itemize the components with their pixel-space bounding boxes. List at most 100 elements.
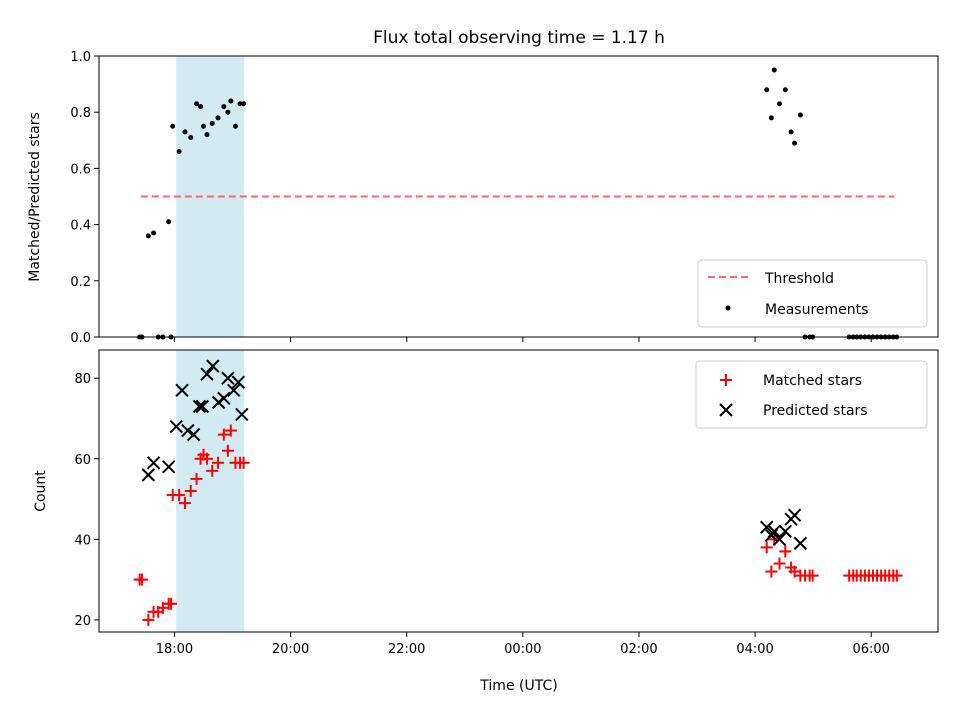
matched-stars-point: [237, 456, 250, 469]
predicted-stars-point: [217, 391, 231, 406]
measurements-point: [215, 115, 221, 121]
measurements-point: [209, 120, 215, 126]
y-tick-label: 1.0: [70, 50, 91, 65]
matched-stars-point: [760, 541, 773, 554]
x-tick-label: 18:00: [156, 642, 193, 657]
panel-bottom-counts: 20 40 60 80 18:00 20:00 22:00 00:00 02:00 04:00 0…: [33, 349, 939, 694]
measurements-point: [225, 109, 231, 115]
y-tick-label: 0.8: [70, 106, 91, 121]
measurements-point: [145, 233, 151, 239]
measurements-point: [201, 123, 207, 129]
x-tick-label: 04:00: [736, 642, 773, 657]
measurements-point: [194, 101, 200, 107]
measurements-point: [176, 149, 182, 155]
predicted-stars-point: [200, 367, 214, 381]
matched-stars-point: [184, 485, 197, 497]
measurements-point: [797, 112, 803, 118]
matched-stars-point: [224, 424, 237, 437]
predicted-stars-point: [235, 407, 249, 422]
predicted-stars-point: [231, 375, 246, 389]
top-axes-frame: [98, 55, 939, 338]
predicted-stars-point: [192, 399, 207, 414]
matched-stars-point: [890, 569, 903, 582]
matched-stars-point: [178, 497, 191, 510]
legend-measurements-swatch: [725, 305, 731, 311]
measurements-point: [198, 104, 204, 110]
matched-stars-point: [806, 569, 819, 582]
measurements-point: [182, 129, 188, 135]
y-tick-label: 60: [74, 453, 91, 468]
measurements-point: [788, 129, 794, 135]
matched-stars-point: [206, 464, 219, 477]
legend-matched-label: Matched stars: [763, 373, 862, 389]
matched-stars-point: [142, 613, 155, 626]
measurements-point: [188, 134, 194, 140]
predicted-stars-point: [175, 383, 189, 397]
predicted-stars-point: [767, 524, 781, 538]
predicted-stars-point: [141, 468, 156, 482]
y-tick-label: 0.0: [70, 331, 91, 346]
measurements-point: [792, 140, 798, 146]
predicted-stars-point: [169, 419, 183, 434]
measurements-point: [228, 98, 234, 104]
y-tick-label: 20: [74, 614, 91, 629]
y-tick-label: 0.4: [70, 219, 91, 234]
matched-stars-point: [164, 597, 177, 610]
y-tick-label: 0.6: [70, 162, 91, 177]
matched-stars-point: [765, 565, 778, 578]
measurements-point: [151, 230, 157, 236]
measurements-point: [237, 101, 243, 107]
predicted-stars-point: [787, 508, 802, 522]
y-tick-label: 0.2: [70, 275, 91, 290]
matched-stars-point: [212, 456, 225, 469]
predicted-stars-point: [226, 383, 241, 397]
predicted-stars-point: [146, 456, 161, 470]
top-y-axis-label: Matched/Predicted stars: [27, 112, 43, 282]
matched-stars-point: [779, 545, 792, 558]
predicted-stars-point: [195, 399, 210, 414]
matched-stars-point: [135, 573, 148, 586]
predicted-stars-point: [793, 536, 808, 551]
matched-stars-point: [221, 444, 234, 457]
legend-predicted-swatch: [719, 403, 733, 417]
measurements-point: [768, 115, 774, 121]
predicted-stars-point: [778, 524, 793, 538]
measurements-point: [204, 132, 210, 138]
predicted-stars-point: [221, 371, 235, 385]
y-tick-label: 40: [74, 533, 91, 548]
measurements-point: [782, 87, 788, 93]
x-tick-label: 02:00: [620, 642, 657, 657]
legend-matched-swatch: [720, 374, 732, 386]
measurements-point: [764, 87, 770, 93]
matched-stars-point: [190, 472, 203, 485]
x-axis-label: Time (UTC): [479, 678, 557, 694]
y-tick-label: 80: [74, 372, 91, 387]
bottom-legend: Matched stars Predicted stars: [695, 360, 928, 429]
measurements-point: [771, 67, 777, 73]
x-tick-label: 06:00: [852, 642, 889, 657]
top-legend-box: [697, 259, 928, 328]
predicted-stars-point: [206, 359, 220, 373]
matched-stars-point: [773, 557, 786, 570]
legend-predicted-label: Predicted stars: [763, 403, 868, 419]
measurements-point: [241, 101, 247, 107]
predicted-stars-point: [181, 423, 195, 438]
matched-stars-point: [217, 428, 230, 441]
measurements-point: [170, 123, 176, 129]
predicted-stars-point: [772, 532, 787, 547]
matched-stars-point: [200, 452, 213, 465]
chart-title: Flux total observing time = 1.17 h: [373, 28, 665, 48]
bottom-legend-box: [695, 360, 928, 429]
x-tick-label: 22:00: [388, 642, 425, 657]
bottom-axes-frame: [98, 349, 939, 633]
predicted-stars-point: [161, 460, 176, 474]
top-legend: Threshold Measurements: [697, 259, 928, 328]
measurements-point: [776, 101, 782, 107]
bottom-y-axis-label: Count: [33, 470, 49, 512]
panel-top-ratio: 0.0 0.2 0.4 0.6 0.8 1.0 Matched/Predicted sta…: [27, 50, 939, 346]
x-tick-label: 00:00: [504, 642, 541, 657]
matched-stars-point: [173, 489, 186, 502]
legend-measurements-label: Measurements: [765, 302, 868, 318]
predicted-stars-point: [760, 520, 774, 534]
